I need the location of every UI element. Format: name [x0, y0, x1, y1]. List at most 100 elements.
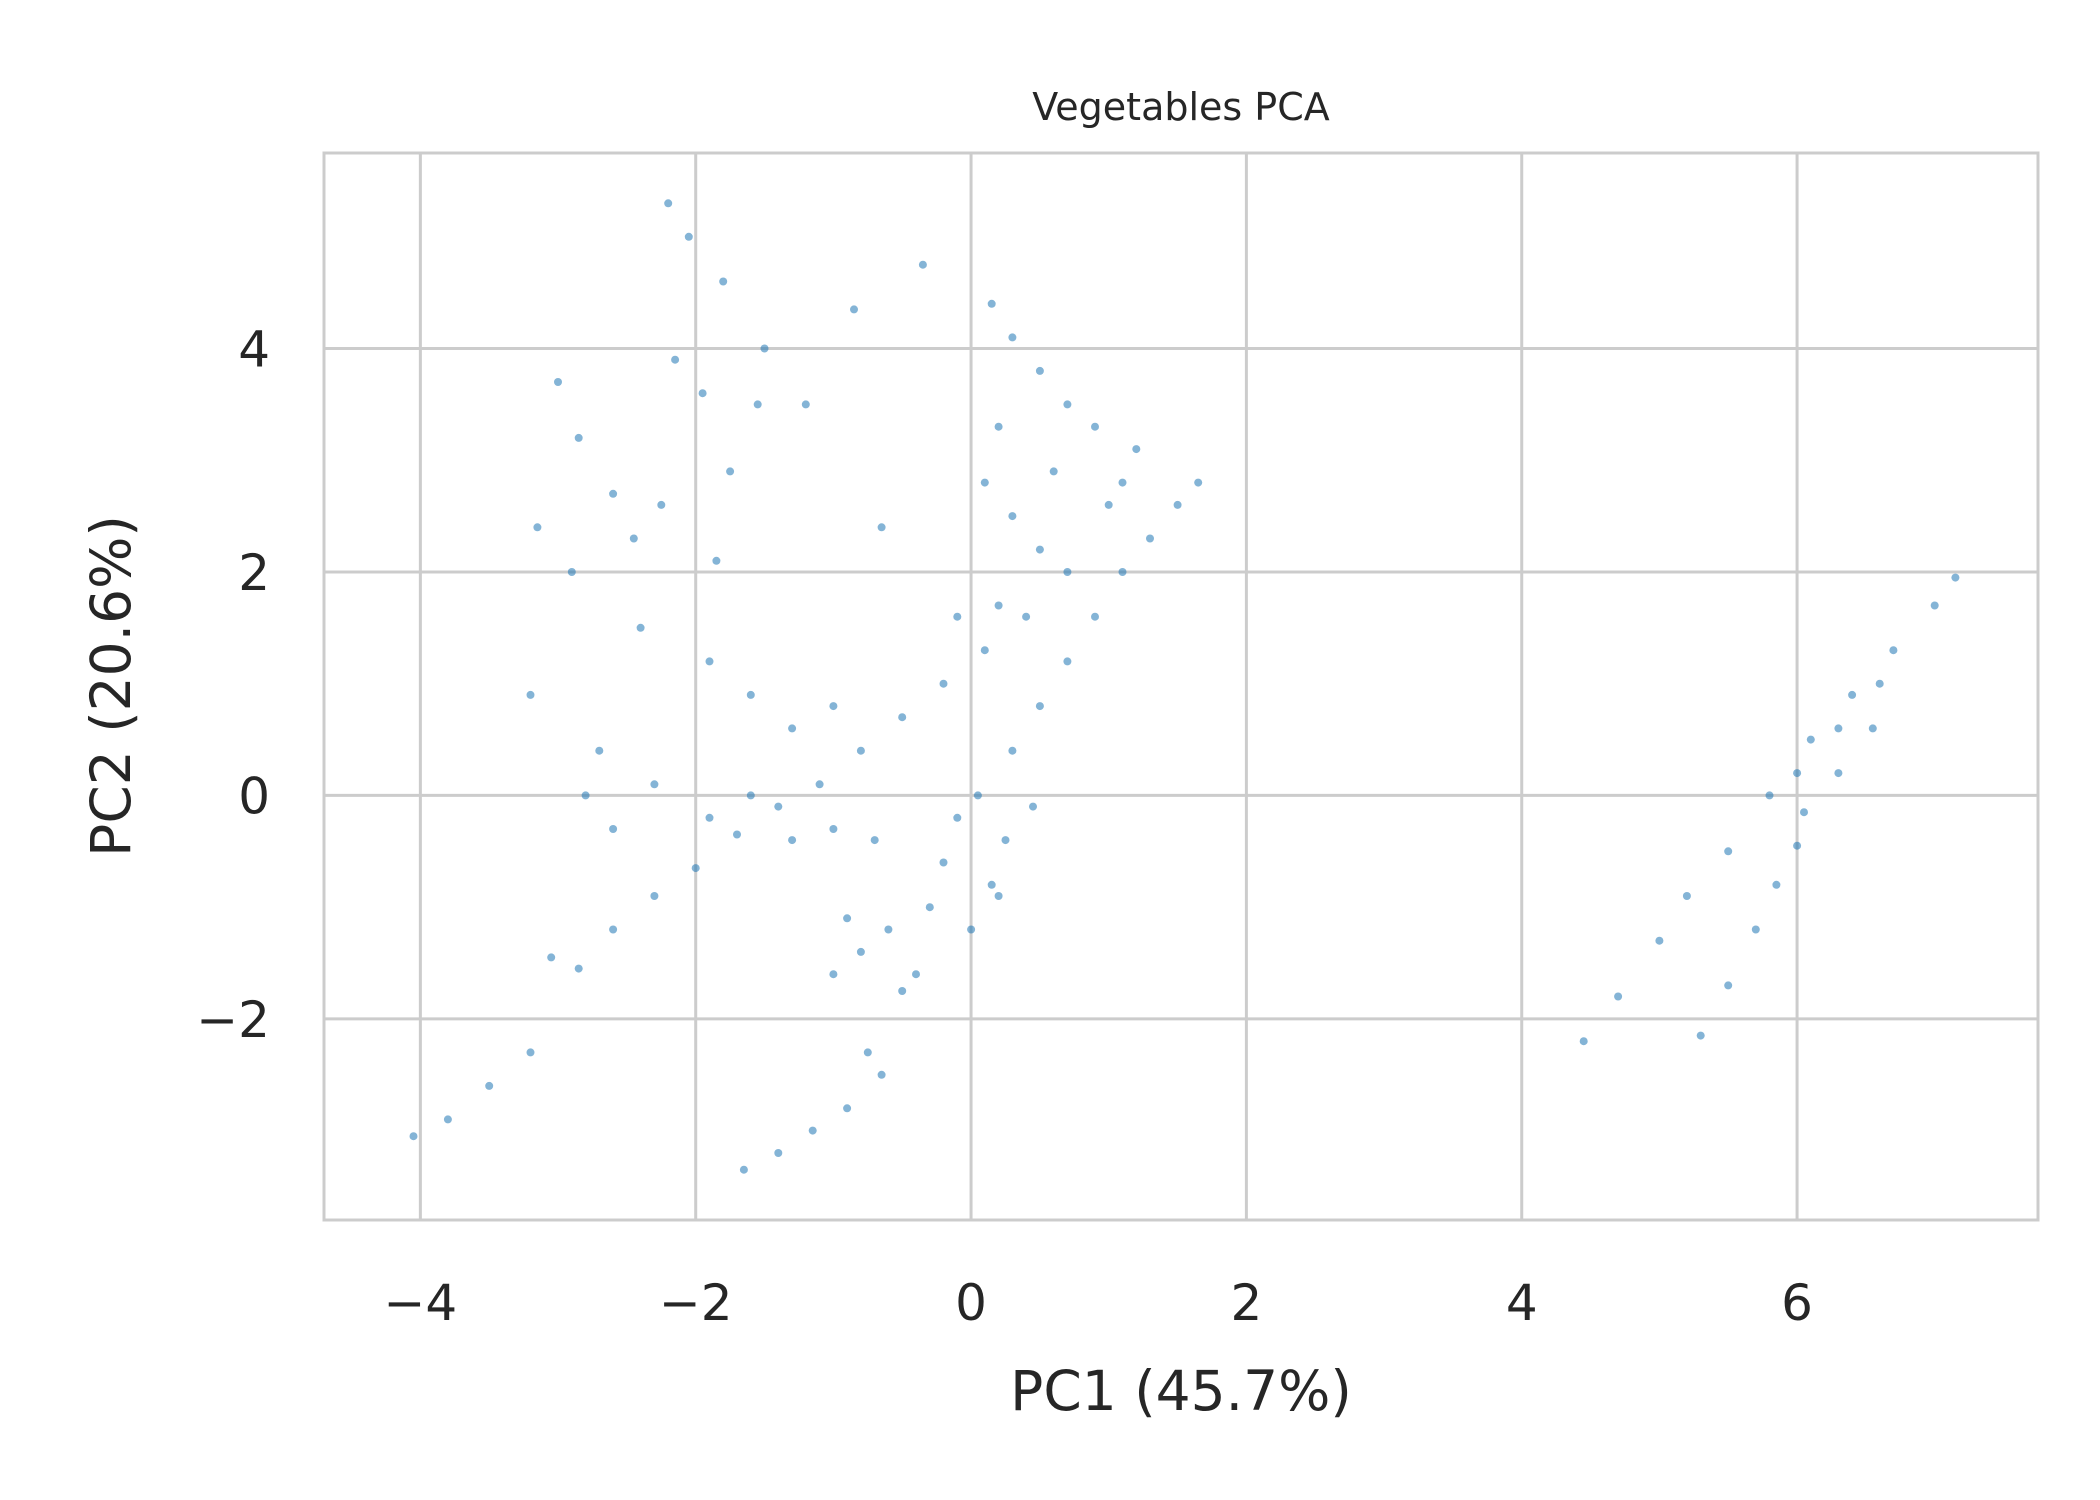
- scatter-point: [1194, 478, 1203, 487]
- scatter-point: [1035, 545, 1044, 554]
- scatter-point: [939, 679, 948, 688]
- scatter-point: [1022, 612, 1031, 621]
- scatter-point: [1834, 769, 1843, 778]
- scatter-point: [712, 556, 721, 565]
- scatter-point: [733, 830, 741, 839]
- scatter-point: [953, 813, 962, 822]
- x-tick-label: −2: [659, 1274, 733, 1332]
- scatter-point: [1118, 478, 1127, 487]
- scatter-point: [774, 1149, 783, 1157]
- scatter-point: [526, 1048, 535, 1057]
- scatter-point: [1793, 769, 1802, 778]
- scatter-point: [1063, 657, 1072, 666]
- scatter-point: [1091, 422, 1099, 431]
- scatter-point: [925, 903, 934, 912]
- scatter-point: [719, 277, 728, 286]
- scatter-point: [567, 568, 576, 576]
- grid-lines: [324, 153, 2038, 1220]
- scatter-point: [829, 970, 838, 979]
- scatter-point: [705, 813, 714, 822]
- scatter-point: [581, 791, 590, 800]
- scatter-point: [1579, 1037, 1588, 1046]
- scatter-point: [609, 489, 618, 498]
- scatter-point: [1146, 534, 1154, 543]
- scatter-point: [788, 836, 797, 845]
- scatter-point: [994, 601, 1003, 610]
- scatter-point: [664, 199, 673, 208]
- scatter-point: [829, 702, 838, 711]
- scatter-point: [636, 623, 645, 632]
- scatter-point: [1008, 512, 1017, 521]
- scatter-point: [1001, 836, 1010, 845]
- scatter-point: [1104, 500, 1113, 509]
- scatter-point: [801, 400, 810, 409]
- scatter-point: [843, 1104, 852, 1113]
- scatter-point: [843, 914, 852, 923]
- y-axis-label: PC2 (20.6%): [79, 515, 143, 857]
- scatter-point: [691, 864, 700, 873]
- tick-labels: −4 −2 0 2 4 6 −2 0 2 4: [196, 321, 1813, 1332]
- scatter-point: [1793, 841, 1802, 850]
- scatter-point: [1049, 467, 1058, 476]
- scatter-point: [705, 657, 714, 666]
- scatter-point: [760, 344, 769, 353]
- scatter-point: [547, 953, 556, 962]
- scatter-point: [609, 925, 618, 934]
- scatter-point: [1008, 333, 1017, 342]
- scatter-point: [973, 791, 982, 800]
- scatter-point: [1751, 925, 1760, 934]
- scatter-point: [574, 964, 583, 973]
- scatter-point: [987, 880, 996, 889]
- scatter-point: [726, 467, 735, 476]
- scatter-point: [884, 925, 893, 934]
- scatter-point: [877, 523, 886, 532]
- scatter-point: [1834, 724, 1843, 733]
- x-tick-label: 4: [1506, 1274, 1538, 1332]
- scatter-point: [739, 1165, 748, 1174]
- y-tick-label: 2: [238, 544, 270, 602]
- scatter-point: [595, 746, 604, 755]
- scatter-point: [1029, 802, 1037, 811]
- scatter-point: [650, 892, 659, 900]
- scatter-point: [1868, 724, 1877, 733]
- scatter-point: [994, 422, 1003, 431]
- scatter-point: [1008, 746, 1017, 755]
- scatter-point: [1806, 735, 1815, 744]
- scatter-point: [808, 1126, 817, 1135]
- y-tick-label: −2: [196, 991, 270, 1049]
- scatter-point: [753, 400, 762, 409]
- scatter-point: [698, 389, 707, 398]
- scatter-point: [1724, 981, 1733, 990]
- scatter-point: [1614, 992, 1623, 1001]
- scatter-point: [967, 925, 976, 934]
- y-tick-label: 0: [238, 767, 270, 825]
- x-axis-label: PC1 (45.7%): [1010, 1359, 1352, 1423]
- scatter-point: [684, 232, 693, 241]
- scatter-point: [671, 355, 680, 364]
- scatter-point: [533, 523, 542, 532]
- scatter-point: [1951, 573, 1960, 582]
- scatter-point: [863, 1048, 872, 1057]
- scatter-point: [1063, 568, 1072, 576]
- scatter-point: [1765, 791, 1774, 800]
- scatter-point: [953, 612, 962, 621]
- scatter-point: [1132, 445, 1141, 454]
- scatter-point: [877, 1070, 886, 1079]
- scatter-point: [994, 892, 1003, 900]
- scatter-point: [980, 478, 989, 487]
- scatter-point: [1118, 568, 1127, 576]
- scatter-point: [774, 802, 783, 811]
- plot-frame: [322, 151, 2040, 1222]
- scatter-point: [526, 690, 535, 699]
- scatter-point: [1091, 612, 1099, 621]
- scatter-point: [650, 780, 659, 789]
- scatter-point: [554, 378, 562, 386]
- scatter-point: [629, 534, 638, 543]
- scatter-point: [912, 970, 920, 979]
- scatter-point: [485, 1081, 494, 1090]
- scatter-point: [856, 947, 865, 956]
- chart-title: Vegetables PCA: [1032, 85, 1330, 129]
- scatter-point: [1063, 400, 1072, 409]
- scatter-point: [918, 260, 927, 269]
